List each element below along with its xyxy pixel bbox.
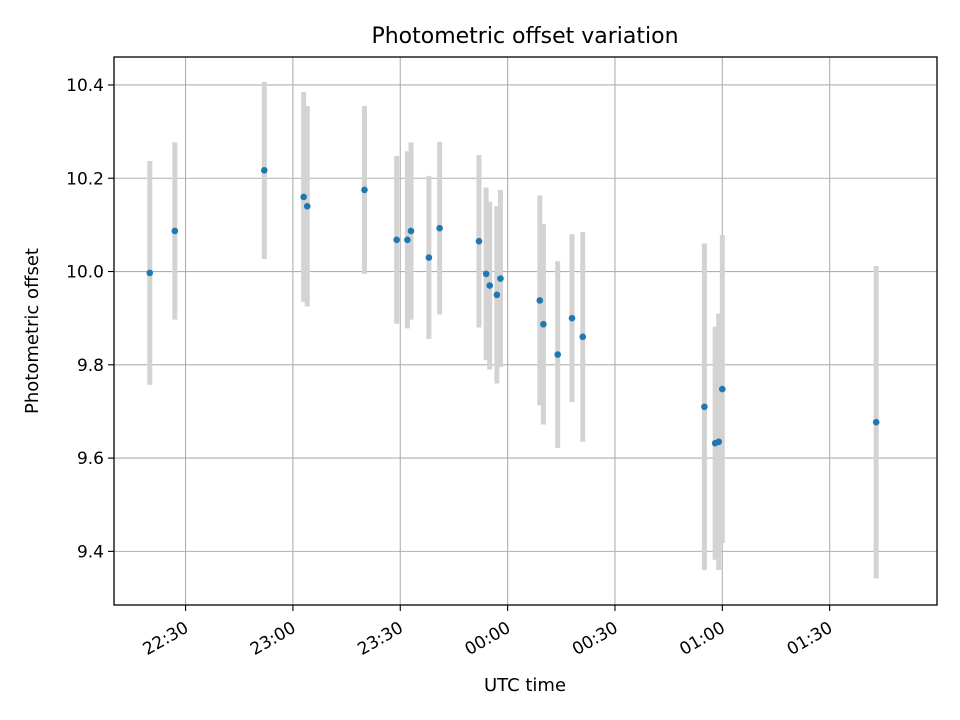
point-layer (146, 167, 880, 447)
data-point (493, 291, 501, 299)
y-axis-ticks: 9.4 9.6 9.8 10.0 10.2 10.4 (66, 76, 114, 562)
data-point (872, 418, 880, 426)
data-point (482, 270, 490, 278)
x-axis-title: UTC time (484, 675, 566, 696)
y-tick-label: 10.4 (66, 76, 104, 96)
data-point (171, 227, 179, 235)
data-point (715, 438, 723, 446)
data-point (540, 320, 547, 328)
y-tick-label: 9.6 (77, 449, 104, 469)
data-point (436, 224, 443, 232)
y-tick-label: 9.8 (77, 356, 104, 376)
data-point (554, 351, 562, 358)
chart-title: Photometric offset variation (371, 24, 678, 49)
data-point (146, 269, 154, 277)
y-tick-label: 9.4 (77, 542, 104, 562)
data-point (260, 167, 268, 174)
data-point (719, 385, 726, 393)
data-point (579, 333, 587, 341)
plot-frame (113, 56, 938, 606)
data-point (568, 314, 576, 322)
data-point (486, 282, 494, 289)
data-point (475, 237, 483, 245)
y-tick-label: 10.2 (66, 169, 104, 189)
data-point (303, 202, 311, 210)
data-point (404, 236, 411, 244)
data-point (497, 275, 504, 282)
y-axis-title: Photometric offset (22, 248, 43, 414)
data-point (407, 227, 415, 235)
data-point (300, 193, 307, 201)
data-point (536, 297, 544, 304)
data-point (361, 186, 368, 194)
data-point (701, 403, 708, 411)
data-point (425, 254, 433, 261)
data-point (393, 236, 400, 244)
y-tick-label: 10.0 (66, 263, 104, 283)
